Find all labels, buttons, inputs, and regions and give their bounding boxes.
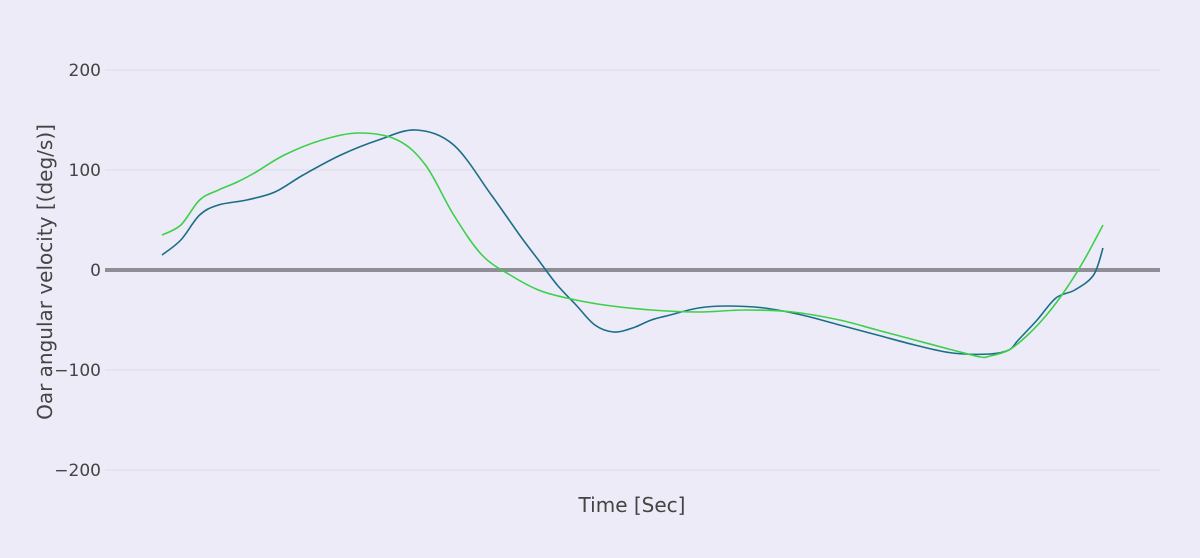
y-tick-label: 100: [69, 161, 101, 181]
y-tick-label: −200: [54, 461, 101, 481]
y-tick-labels: 200 100 0 −100 −200: [54, 61, 101, 481]
y-tick-label: −100: [54, 361, 101, 381]
x-axis-title: Time [Sec]: [578, 493, 686, 517]
grid-lines: [105, 69, 1160, 471]
series-line-2: [161, 132, 1104, 359]
y-axis-title: Oar angular velocity [(deg/s)]: [33, 124, 57, 420]
y-tick-label: 0: [90, 261, 101, 281]
series-layer: [161, 129, 1104, 359]
y-tick-label: 200: [69, 61, 101, 81]
series-line-1: [161, 129, 1104, 356]
